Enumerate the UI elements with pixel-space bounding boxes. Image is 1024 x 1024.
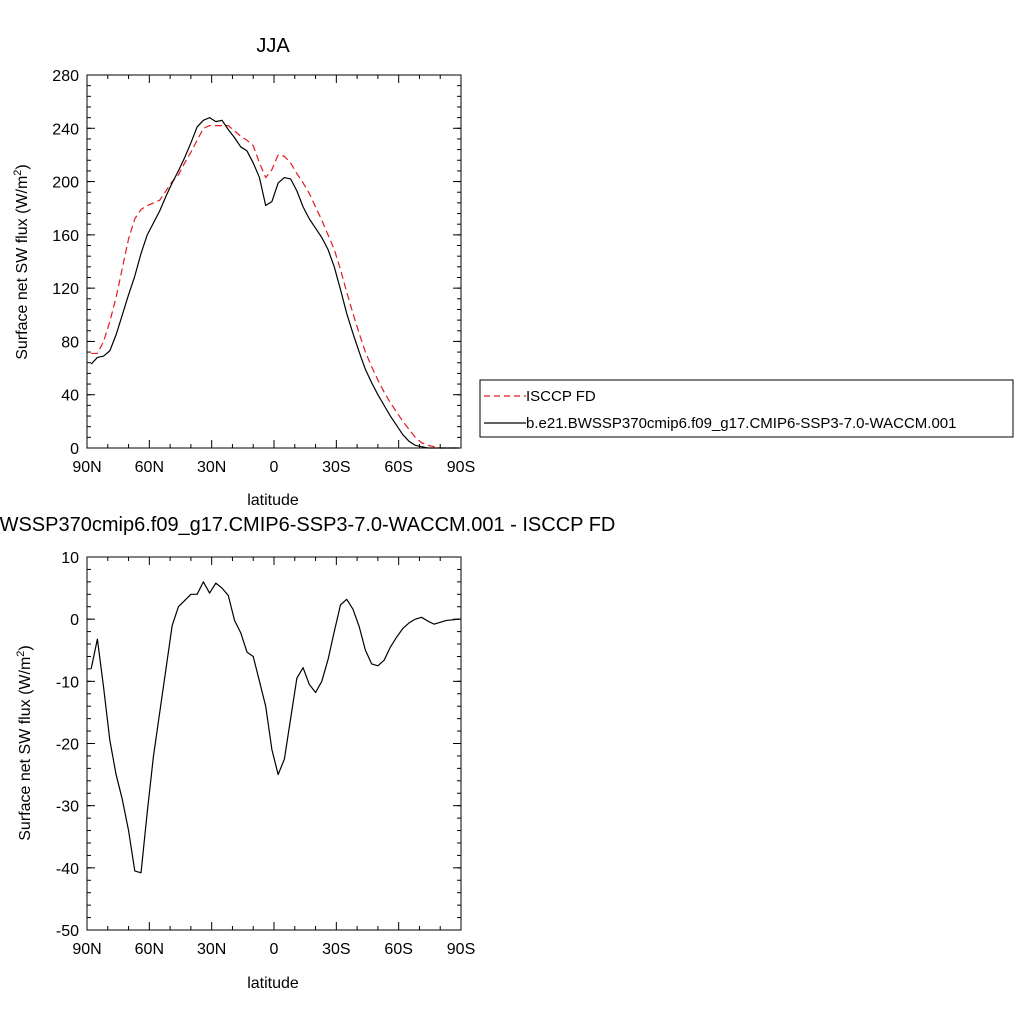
y-tick-label: 200 (52, 175, 79, 192)
x-tick-label: 90S (447, 459, 475, 476)
plot-frame-bottom (86, 556, 462, 931)
y-tick-label: 10 (61, 550, 79, 567)
x-tick-label: 30S (322, 941, 350, 958)
chart-title-bottom: b.e21.BWSSP370cmip6.f09_g17.CMIP6-SSP3-7… (0, 514, 615, 536)
top-panel: JJA 90N 60N 30N 0 30S 60S 90S 0 40 80 120 160 200 240… (12, 35, 475, 509)
bottom-panel: b.e21.BWSSP370cmip6.f09_g17.CMIP6-SSP3-7… (0, 514, 615, 992)
y-tick-label: 240 (52, 121, 79, 138)
x-tick-label: 30S (322, 459, 350, 476)
x-tick-label: 60N (135, 459, 164, 476)
y-tick-label: 80 (61, 334, 79, 351)
y-tick-label: -10 (56, 674, 79, 691)
series-line-top-0 (91, 125, 459, 449)
x-tick-label: 0 (270, 459, 279, 476)
y-axis-label-top: Surface net SW flux (W/m2) (12, 164, 31, 360)
legend-box (479, 379, 1014, 438)
x-tick-label: 0 (270, 941, 279, 958)
x-tick-label: 90N (72, 941, 101, 958)
x-tick-label: 60S (384, 459, 412, 476)
x-tick-label: 30N (197, 941, 226, 958)
x-tick-label: 90N (72, 459, 101, 476)
chart-title-top: JJA (256, 35, 290, 57)
y-tick-label: -20 (56, 737, 79, 754)
y-tick-label: 120 (52, 281, 79, 298)
plot-frame-top (86, 74, 462, 449)
series-line-bottom-0 (90, 581, 459, 874)
legend-label-model: b.e21.BWSSP370cmip6.f09_g17.CMIP6-SSP3-7… (526, 415, 956, 432)
y-tick-label: 40 (61, 388, 79, 405)
y-tick-label: -30 (56, 799, 79, 816)
series-line-top-1 (90, 117, 459, 449)
y-tick-label: 0 (70, 612, 79, 629)
x-axis-label-top: latitude (247, 492, 299, 509)
y-axis-label-bottom: Surface net SW flux (W/m2) (15, 645, 34, 841)
y-tick-label: 280 (52, 68, 79, 85)
y-tick-label: -50 (56, 923, 79, 940)
x-tick-label: 90S (447, 941, 475, 958)
x-tick-label: 30N (197, 459, 226, 476)
y-tick-label: 0 (70, 441, 79, 458)
x-tick-label: 60N (135, 941, 164, 958)
x-axis-label-bottom: latitude (247, 975, 299, 992)
x-tick-label: 60S (384, 941, 412, 958)
y-tick-label: 160 (52, 228, 79, 245)
y-tick-label: -40 (56, 861, 79, 878)
legend-label-isccp: ISCCP FD (526, 388, 596, 405)
legend: ISCCP FD b.e21.BWSSP370cmip6.f09_g17.CMI… (479, 379, 1014, 438)
